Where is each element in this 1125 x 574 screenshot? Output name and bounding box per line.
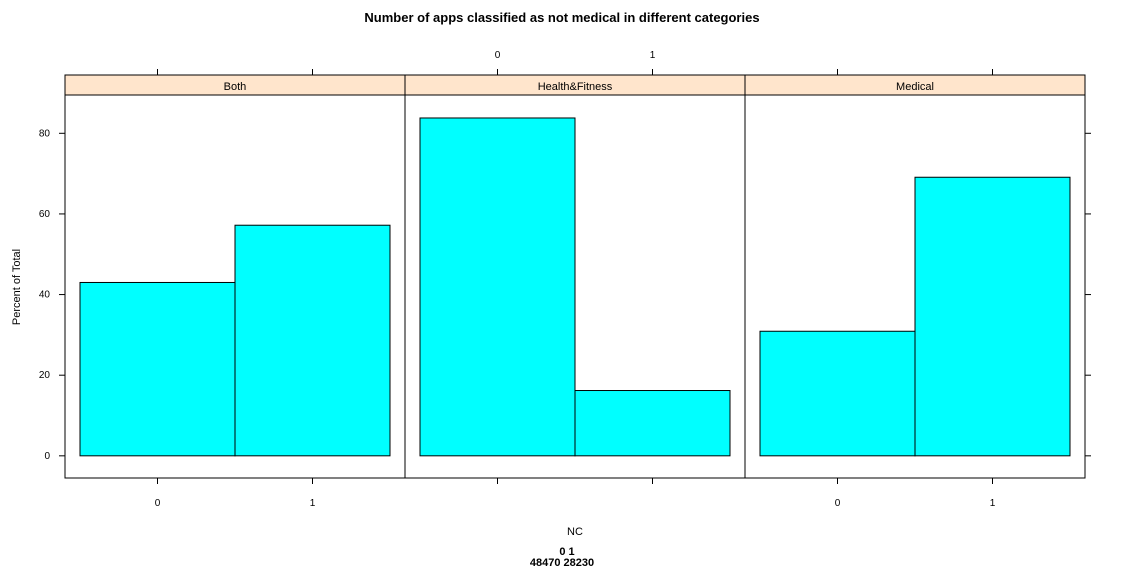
panel-health-fitness: Health&Fitness 0 1	[404, 50, 746, 484]
panels: Both 0 1 Health&Fitness 0 1 Medical 0 1	[64, 50, 1086, 509]
bar-1	[914, 176, 1071, 457]
strip-label: Medical	[896, 81, 934, 93]
y-axis-label: Percent of Total	[11, 249, 23, 325]
x-tick-label: 1	[990, 498, 996, 509]
bar-0	[759, 330, 916, 457]
x-axis-label: NC	[567, 526, 583, 538]
x-tick-label: 0	[155, 498, 161, 509]
panel-frame	[744, 94, 1086, 479]
bar-1	[574, 390, 731, 457]
y-tick-label: 60	[39, 209, 51, 220]
bar-0	[79, 281, 236, 457]
x-tick-label: 0	[495, 50, 501, 61]
bar-0	[419, 117, 576, 457]
strip-label: Health&Fitness	[538, 81, 613, 93]
panel-both: Both 0 1	[64, 69, 406, 509]
y-tick-label: 0	[44, 451, 50, 462]
x-tick-label: 1	[310, 498, 316, 509]
y-tick-label: 20	[39, 370, 51, 381]
footer-keys: 0 1	[559, 546, 574, 558]
x-tick-label: 1	[650, 50, 656, 61]
y-axis: 0 20 40 60 80	[39, 128, 1091, 462]
x-tick-label: 0	[835, 498, 841, 509]
panel-medical: Medical 0 1	[744, 69, 1086, 509]
y-tick-label: 40	[39, 290, 51, 301]
strip-label: Both	[224, 81, 247, 93]
y-tick-label: 80	[39, 128, 51, 139]
footer-counts: 48470 28230	[530, 557, 594, 569]
chart-title: Number of apps classified as not medical…	[364, 10, 759, 25]
bar-1	[234, 224, 391, 457]
